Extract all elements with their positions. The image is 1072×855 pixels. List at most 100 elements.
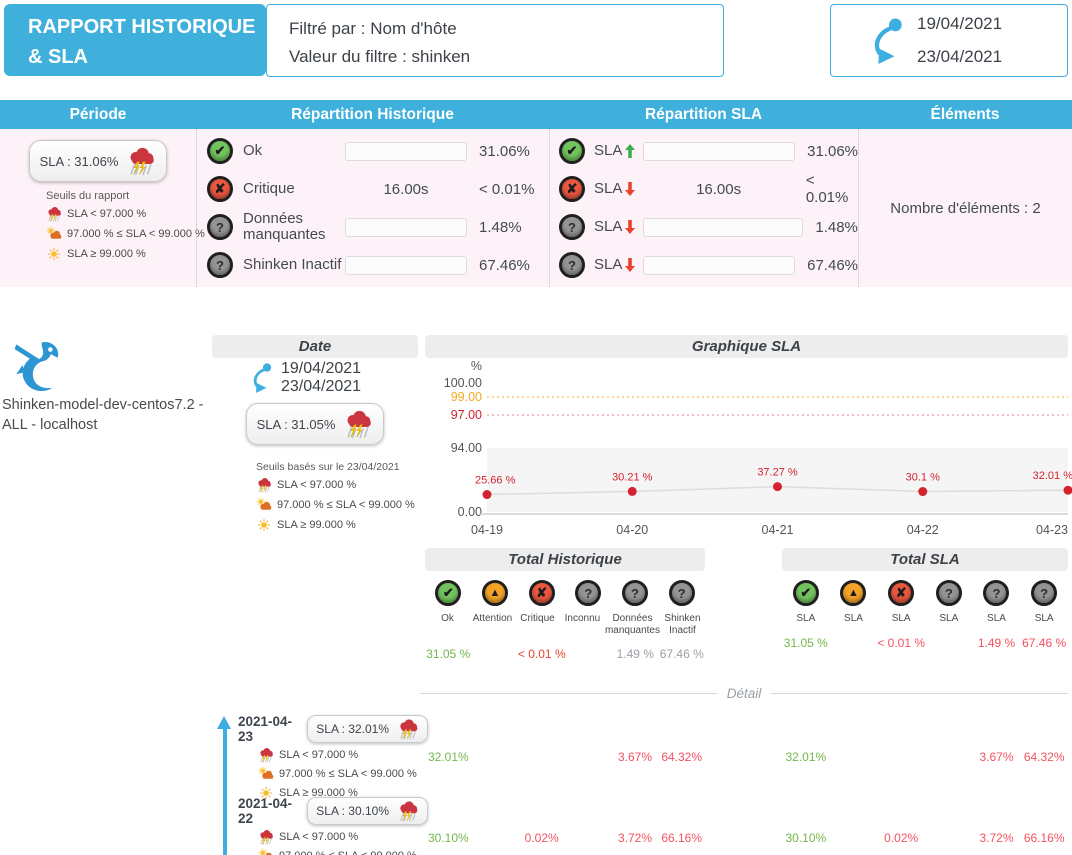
unknown-icon: ? xyxy=(207,214,233,240)
detail-value: 0.02% xyxy=(884,831,919,845)
detail-value xyxy=(830,831,878,845)
detail-value: 30.10% xyxy=(785,831,827,845)
total-label: Shinken Inactif xyxy=(664,613,701,636)
filter-value-line: Valeur du filtre : shinken xyxy=(289,47,471,67)
threshold-high: SLA ≥ 99.000 % xyxy=(277,519,356,531)
total-label: SLA xyxy=(891,613,911,624)
hist-row-label: Critique xyxy=(243,180,295,198)
storm-icon xyxy=(258,747,274,763)
ok-icon: ✔ xyxy=(792,580,819,606)
detail-value: 30.10% xyxy=(427,831,469,845)
critical-icon: ✘ xyxy=(528,580,555,606)
detail-value: 3.72% xyxy=(617,831,652,845)
warning-icon: ▲ xyxy=(481,580,508,606)
total-value xyxy=(471,647,517,661)
detail-value: 66.16% xyxy=(1023,831,1065,845)
col-header-repartition-sla: Répartition SLA xyxy=(644,106,763,123)
total-historique-icons: ✔ ▲ ✘ ? ? ? xyxy=(425,580,705,606)
storm-icon xyxy=(46,206,62,222)
detail-value: 3.67% xyxy=(979,750,1014,764)
host-seuils-title: Seuils basés sur le 23/04/2021 xyxy=(256,461,400,473)
hist-row-value: 1.48% xyxy=(479,218,522,236)
total-sla-labels: SLA SLA SLA SLA SLA SLA xyxy=(782,613,1068,625)
hist-row-value: 31.06% xyxy=(479,142,530,160)
detail-value: 64.32% xyxy=(661,750,703,764)
detail-value xyxy=(830,750,878,764)
total-value: 31.05 % xyxy=(426,647,471,661)
total-label: SLA xyxy=(844,613,863,624)
detail-divider-label: Détail xyxy=(726,686,762,701)
sla-row-label: SLA xyxy=(594,180,623,198)
total-value: 1.49 % xyxy=(977,635,1016,650)
date-range-arrow-icon xyxy=(250,361,272,395)
detail-entry-2021-04-22: 2021-04-22 SLA : 30.10% SLA < 97.000 % 9… xyxy=(238,796,428,855)
svg-text:25.66 %: 25.66 % xyxy=(475,475,516,487)
svg-text:100.00: 100.00 xyxy=(444,376,482,390)
svg-text:0.00: 0.00 xyxy=(458,505,482,519)
total-value: 1.49 % xyxy=(616,647,654,661)
svg-text:04-21: 04-21 xyxy=(762,523,794,537)
total-label: Données manquantes xyxy=(604,613,660,636)
detail-divider: Détail xyxy=(420,686,1068,701)
total-label: Attention xyxy=(472,613,513,624)
detail-thresholds: SLA < 97.000 % 97.000 % ≤ SLA < 99.000 %… xyxy=(258,747,428,801)
date-range-picker[interactable]: 19/04/2021 23/04/2021 xyxy=(830,4,1068,77)
detail-value xyxy=(565,750,612,764)
svg-text:%: % xyxy=(471,359,482,373)
total-value: < 0.01 % xyxy=(877,635,926,650)
total-sla-values: 31.05 % < 0.01 % 1.49 % 67.46 % xyxy=(782,636,1068,650)
unknown-icon: ? xyxy=(207,252,233,278)
warning-icon: ▲ xyxy=(840,580,867,606)
unknown-icon: ? xyxy=(668,580,695,606)
total-sla-header: Total SLA xyxy=(782,548,1068,571)
col-header-repartition-historique: Répartition Historique xyxy=(291,106,454,123)
sla-row-critique: ✘ SLA 16.00s < 0.01% xyxy=(559,170,858,208)
storm-icon xyxy=(126,146,156,176)
sla-row-label: SLA xyxy=(594,142,623,160)
hist-row-shinken-inactif: ? Shinken Inactif 67.46% xyxy=(207,246,549,284)
report-thresholds: SLA < 97.000 % 97.000 % ≤ SLA < 99.000 %… xyxy=(46,206,205,262)
host-date-range: 19/04/2021 23/04/2021 xyxy=(250,360,361,396)
detail-value xyxy=(565,831,612,845)
critical-icon: ✘ xyxy=(559,176,585,202)
total-value: 31.05 % xyxy=(783,635,828,650)
elements-count: Nombre d'éléments : 2 xyxy=(890,199,1041,217)
detail-hist-values-2021-04-23: 32.01% 3.67% 64.32% xyxy=(425,750,705,764)
threshold-mid: 97.000 % ≤ SLA < 99.000 % xyxy=(279,850,417,855)
svg-text:04-20: 04-20 xyxy=(616,523,648,537)
hist-row-label: Shinken Inactif xyxy=(243,256,342,274)
total-historique-header: Total Historique xyxy=(425,548,705,571)
hist-row-ok: ✔ Ok 31.06% xyxy=(207,132,549,170)
timeline-arrow-line xyxy=(223,727,227,855)
threshold-mid: 97.000 % ≤ SLA < 99.000 % xyxy=(277,499,415,511)
detail-entry-date: 2021-04-22 xyxy=(238,796,293,826)
sun-cloud-icon xyxy=(256,497,272,513)
total-historique-labels: Ok Attention Critique Inconnu Données ma… xyxy=(425,613,705,636)
svg-text:04-22: 04-22 xyxy=(907,523,939,537)
report-title: RAPPORT HISTORIQUE & SLA xyxy=(4,4,266,76)
ok-icon: ✔ xyxy=(435,580,462,606)
total-label: SLA xyxy=(1034,613,1054,624)
threshold-low: SLA < 97.000 % xyxy=(279,831,359,843)
threshold-high: SLA ≥ 99.000 % xyxy=(279,787,358,799)
sla-chart-title: Graphique SLA xyxy=(425,335,1068,358)
date-range-values: 19/04/2021 23/04/2021 xyxy=(917,8,1002,73)
filter-by-line: Filtré par : Nom d'hôte xyxy=(289,19,457,38)
storm-icon xyxy=(258,829,274,845)
storm-icon xyxy=(397,800,419,822)
total-value: < 0.01 % xyxy=(517,647,566,661)
total-label: Critique xyxy=(520,613,555,624)
total-value xyxy=(925,636,973,650)
detail-value xyxy=(472,750,519,764)
ok-icon: ✔ xyxy=(559,138,585,164)
hist-row-critique: ✘ Critique 16.00s < 0.01% xyxy=(207,170,549,208)
host-thresholds: SLA < 97.000 % 97.000 % ≤ SLA < 99.000 %… xyxy=(256,477,418,533)
svg-text:97.00: 97.00 xyxy=(451,408,482,422)
sun-cloud-icon xyxy=(46,226,62,242)
sla-row-value: 67.46% xyxy=(807,256,858,274)
threshold-low: SLA < 97.000 % xyxy=(279,749,359,761)
storm-icon xyxy=(256,477,272,493)
timeline-arrow-head xyxy=(217,716,231,729)
